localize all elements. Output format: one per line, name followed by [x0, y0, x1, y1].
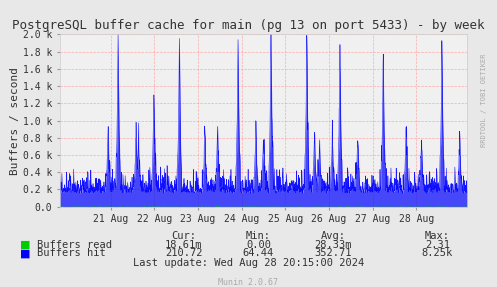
Text: 28.33m: 28.33m [314, 240, 352, 250]
Text: 352.71: 352.71 [314, 248, 352, 258]
Text: 2.31: 2.31 [425, 240, 450, 250]
Text: Avg:: Avg: [321, 231, 345, 241]
Text: 210.72: 210.72 [165, 248, 203, 258]
Text: PostgreSQL buffer cache for main (pg 13 on port 5433) - by week: PostgreSQL buffer cache for main (pg 13 … [12, 19, 485, 32]
Text: Max:: Max: [425, 231, 450, 241]
Text: 0.00: 0.00 [246, 240, 271, 250]
Text: Last update: Wed Aug 28 20:15:00 2024: Last update: Wed Aug 28 20:15:00 2024 [133, 258, 364, 268]
Text: Min:: Min: [246, 231, 271, 241]
Y-axis label: Buffers / second: Buffers / second [10, 67, 20, 174]
Text: 64.44: 64.44 [243, 248, 274, 258]
Text: RRDTOOL / TOBI OETIKER: RRDTOOL / TOBI OETIKER [481, 54, 487, 147]
Text: Cur:: Cur: [171, 231, 196, 241]
Text: ■: ■ [20, 240, 30, 250]
Text: Munin 2.0.67: Munin 2.0.67 [219, 278, 278, 287]
Text: 18.61m: 18.61m [165, 240, 203, 250]
Text: ■: ■ [20, 248, 30, 258]
Text: 8.25k: 8.25k [422, 248, 453, 258]
Text: Buffers read: Buffers read [37, 240, 112, 250]
Text: Buffers hit: Buffers hit [37, 248, 106, 258]
